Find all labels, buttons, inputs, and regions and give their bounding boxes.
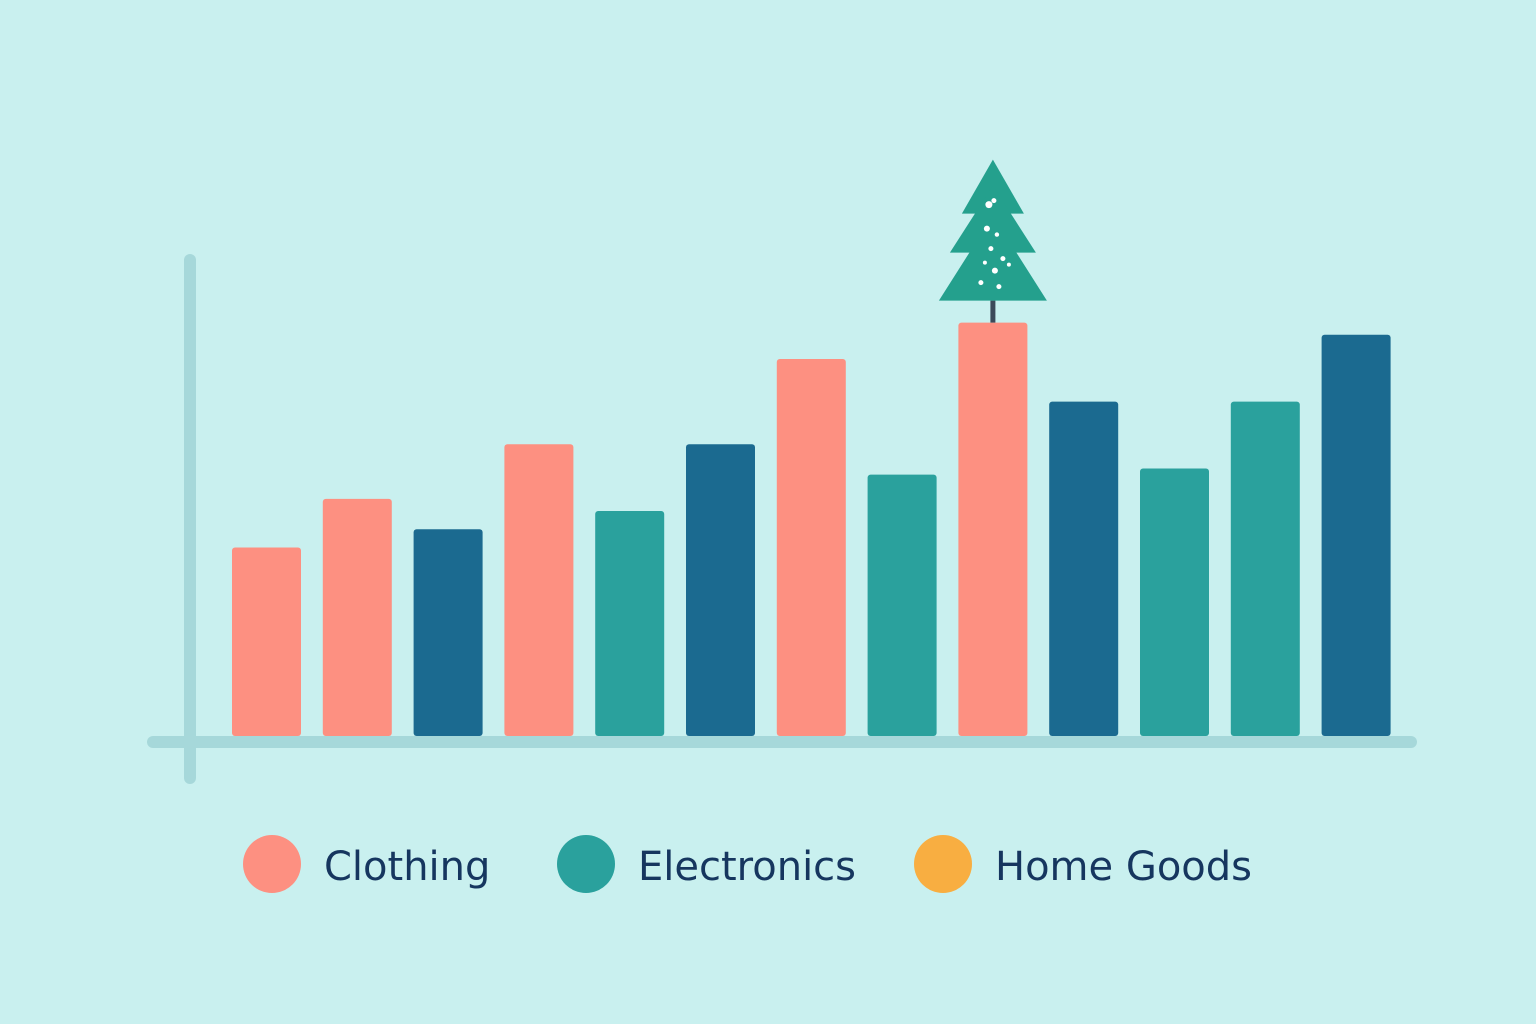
chart-axes [147, 254, 1417, 784]
bars-group [232, 322, 1391, 736]
bar-clothing-7 [776, 359, 846, 736]
y-axis-line [184, 254, 196, 784]
tree-tier-3 [938, 215, 1047, 301]
bar-electronics-12 [1230, 401, 1300, 736]
pine-tree-icon [938, 159, 1047, 323]
snow-dot [983, 225, 990, 232]
snow-dot [1000, 256, 1006, 262]
legend-item-electronics: Electronics [557, 835, 856, 893]
bar-home-goods-13 [1321, 334, 1391, 736]
legend-label-home-goods: Home Goods [995, 844, 1252, 890]
legend-swatch-home-goods [914, 835, 972, 893]
bar-home-goods-10 [1049, 401, 1119, 736]
snow-dot [1006, 262, 1011, 267]
legend-swatch-electronics [557, 835, 615, 893]
legend-label-electronics: Electronics [638, 844, 856, 890]
snow-dot [978, 280, 984, 286]
bar-home-goods-6 [686, 444, 755, 736]
snow-dot [994, 232, 1000, 237]
legend-swatch-clothing [243, 835, 301, 893]
bar-home-goods-3 [413, 529, 483, 736]
legend: Clothing Electronics Home Goods [243, 835, 1252, 893]
snow-dot [996, 284, 1002, 290]
bar-clothing-4 [504, 444, 574, 736]
snow-dot [991, 267, 998, 274]
legend-item-clothing: Clothing [243, 835, 490, 893]
x-axis-line [147, 736, 1417, 748]
tree-trunk [990, 300, 996, 323]
bar-electronics-11 [1140, 468, 1209, 736]
legend-label-clothing: Clothing [324, 844, 490, 890]
bar-electronics-5 [595, 511, 665, 736]
bar-clothing-2 [322, 498, 392, 736]
legend-item-home-goods: Home Goods [914, 835, 1252, 893]
snow-dot [988, 246, 994, 252]
bar-clothing-1 [232, 547, 301, 736]
annotation-group [938, 159, 1047, 323]
bar-electronics-8 [867, 474, 937, 736]
snow-dot [991, 198, 997, 204]
snow-dot [982, 260, 987, 265]
bar-clothing-9 [958, 322, 1028, 736]
snow-dot [985, 201, 993, 209]
